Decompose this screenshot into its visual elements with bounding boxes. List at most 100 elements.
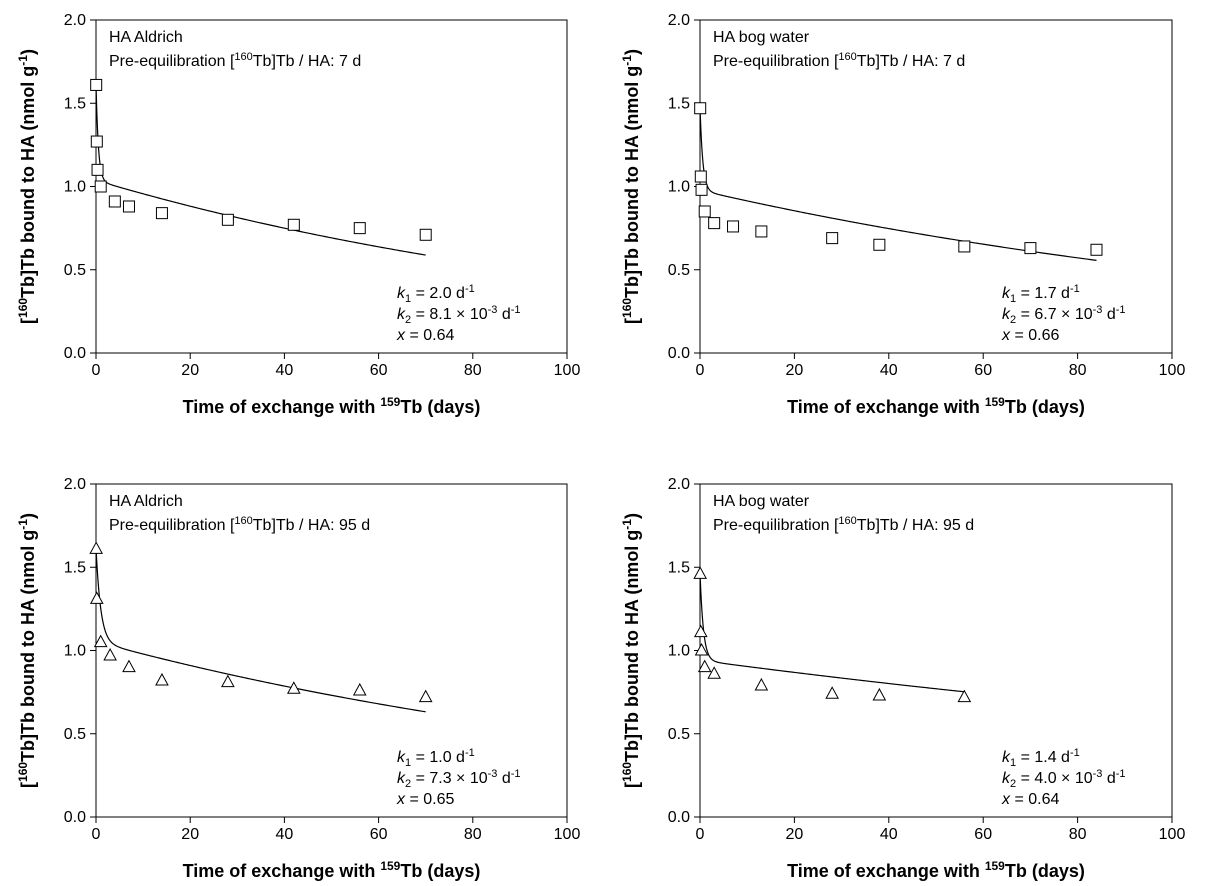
x-tick-label: 20 bbox=[181, 362, 199, 379]
y-tick-label: 1.5 bbox=[668, 95, 690, 112]
data-point-square bbox=[873, 238, 886, 251]
data-point-triangle bbox=[93, 634, 108, 648]
data-point-triangle bbox=[352, 682, 367, 696]
x-tick-label: 80 bbox=[1069, 362, 1087, 379]
chart-panel-1: 0 20 40 60 80 100 0.0 0.5 1.0 1.5 2.0 HA Aldrich Pre… bbox=[16, 12, 580, 417]
data-point-triangle bbox=[155, 672, 169, 686]
data-point-square bbox=[695, 183, 708, 196]
data-point-square bbox=[826, 232, 839, 245]
data-point-triangle bbox=[221, 674, 235, 688]
y-tick-label: 1.5 bbox=[64, 559, 86, 576]
data-point-triangle bbox=[957, 689, 972, 703]
k1-parameter: k1 = 1.0 d-1 bbox=[397, 747, 475, 769]
x-fraction-parameter: x = 0.64 bbox=[396, 327, 454, 344]
chart-panel-2: 0 20 40 60 80 100 0.0 0.5 1.0 1.5 2.0 HA bog water P… bbox=[620, 12, 1185, 417]
data-point-triangle bbox=[694, 642, 709, 656]
chart-panel-4: 0 20 40 60 80 100 0.0 0.5 1.0 1.5 2.0 HA bog water P… bbox=[620, 476, 1185, 881]
data-point-square bbox=[755, 225, 768, 238]
data-point-triangle bbox=[89, 541, 104, 554]
x-axis-label: Time of exchange with 159Tb (days) bbox=[183, 859, 481, 881]
data-point-square bbox=[155, 207, 168, 220]
y-tick-label: 1.5 bbox=[64, 95, 86, 112]
y-tick-label: 0.0 bbox=[668, 809, 690, 826]
data-point-square bbox=[727, 220, 740, 233]
y-axis-label: [160Tb]Tb bound to HA (nmol g-1) bbox=[16, 513, 38, 788]
sample-label: HA Aldrich bbox=[109, 29, 183, 46]
y-tick-label: 0.0 bbox=[668, 345, 690, 362]
y-tick-label: 2.0 bbox=[668, 476, 690, 493]
y-tick-label: 2.0 bbox=[668, 12, 690, 29]
y-tick-label: 1.5 bbox=[668, 559, 690, 576]
sample-label: HA Aldrich bbox=[109, 493, 183, 510]
x-tick-label: 80 bbox=[464, 362, 482, 379]
y-axis-label: [160Tb]Tb bound to HA (nmol g-1) bbox=[620, 513, 642, 788]
x-tick-label: 0 bbox=[696, 826, 705, 843]
x-tick-label: 0 bbox=[92, 826, 101, 843]
x-tick-label: 80 bbox=[464, 826, 482, 843]
data-point-square bbox=[90, 135, 103, 148]
y-axis-label: [160Tb]Tb bound to HA (nmol g-1) bbox=[620, 49, 642, 324]
y-tick-label: 1.0 bbox=[64, 643, 86, 660]
pre-equilibration-label: Pre-equilibration [160Tb]Tb / HA: 7 d bbox=[109, 51, 361, 70]
x-tick-label: 100 bbox=[554, 362, 581, 379]
data-point-square bbox=[1024, 242, 1037, 255]
x-tick-label: 100 bbox=[1159, 826, 1186, 843]
data-point-triangle bbox=[418, 689, 433, 703]
data-point-triangle bbox=[872, 687, 887, 701]
data-point-square bbox=[353, 222, 366, 235]
k2-parameter: k2 = 6.7 × 10-3 d-1 bbox=[1002, 304, 1126, 326]
x-fraction-parameter: x = 0.64 bbox=[1001, 791, 1059, 808]
y-tick-label: 0.0 bbox=[64, 809, 86, 826]
fit-curve bbox=[699, 572, 965, 693]
data-point-square bbox=[122, 200, 135, 213]
data-point-triangle bbox=[693, 624, 708, 638]
y-tick-label: 2.0 bbox=[64, 476, 86, 493]
x-tick-label: 40 bbox=[276, 826, 294, 843]
k2-parameter: k2 = 8.1 × 10-3 d-1 bbox=[397, 304, 521, 326]
data-point-square bbox=[94, 180, 107, 193]
x-fraction-parameter: x = 0.66 bbox=[1001, 327, 1059, 344]
pre-equilibration-label: Pre-equilibration [160Tb]Tb / HA: 95 d bbox=[109, 515, 370, 534]
data-point-square bbox=[90, 78, 103, 91]
data-point-triangle bbox=[122, 659, 136, 673]
x-tick-label: 60 bbox=[974, 826, 992, 843]
pre-equilibration-label: Pre-equilibration [160Tb]Tb / HA: 7 d bbox=[713, 51, 965, 70]
data-point-triangle bbox=[707, 666, 722, 679]
y-tick-label: 0.5 bbox=[668, 726, 690, 743]
y-axis-label: [160Tb]Tb bound to HA (nmol g-1) bbox=[16, 49, 38, 324]
data-point-triangle bbox=[693, 566, 708, 579]
y-tick-label: 0.0 bbox=[64, 345, 86, 362]
y-tick-label: 0.5 bbox=[64, 726, 86, 743]
data-point-triangle bbox=[754, 677, 769, 691]
x-axis-label: Time of exchange with 159Tb (days) bbox=[183, 395, 481, 417]
k1-parameter: k1 = 2.0 d-1 bbox=[397, 283, 475, 305]
data-point-triangle bbox=[103, 647, 117, 661]
x-tick-label: 60 bbox=[370, 362, 388, 379]
data-point-square bbox=[108, 195, 121, 208]
data-point-square bbox=[958, 240, 971, 253]
data-point-square bbox=[708, 217, 721, 230]
x-tick-label: 60 bbox=[370, 826, 388, 843]
data-point-square bbox=[287, 218, 300, 231]
y-tick-label: 1.0 bbox=[64, 179, 86, 196]
x-tick-label: 40 bbox=[880, 362, 898, 379]
sample-label: HA bog water bbox=[713, 493, 810, 510]
y-tick-label: 2.0 bbox=[64, 12, 86, 29]
data-point-square bbox=[221, 213, 234, 226]
chart-panel-3: 0 20 40 60 80 100 0.0 0.5 1.0 1.5 2.0 HA Aldrich Pre… bbox=[16, 476, 580, 881]
pre-equilibration-label: Pre-equilibration [160Tb]Tb / HA: 95 d bbox=[713, 515, 974, 534]
k1-parameter: k1 = 1.4 d-1 bbox=[1002, 747, 1080, 769]
x-fraction-parameter: x = 0.65 bbox=[396, 791, 454, 808]
x-tick-label: 40 bbox=[276, 362, 294, 379]
y-tick-label: 0.5 bbox=[64, 262, 86, 279]
data-point-square bbox=[419, 228, 432, 241]
data-point-square bbox=[698, 205, 711, 218]
data-point-square bbox=[694, 102, 707, 115]
y-tick-label: 1.0 bbox=[668, 643, 690, 660]
data-point-square bbox=[91, 163, 104, 176]
x-tick-label: 20 bbox=[786, 826, 804, 843]
x-axis-label: Time of exchange with 159Tb (days) bbox=[787, 395, 1085, 417]
x-tick-label: 0 bbox=[92, 362, 101, 379]
k1-parameter: k1 = 1.7 d-1 bbox=[1002, 283, 1080, 305]
